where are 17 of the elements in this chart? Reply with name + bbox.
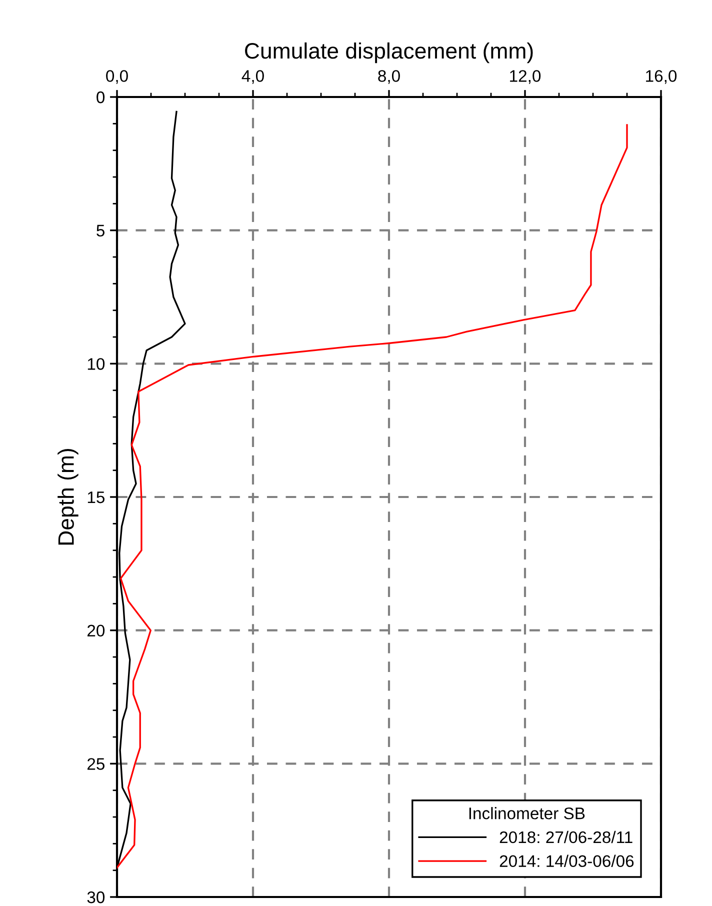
- x-tick-label: 8,0: [378, 70, 400, 84]
- x-tick-label: 12,0: [510, 70, 541, 84]
- y-tick-label: 5: [96, 224, 104, 237]
- y-axis-title: Depth (m): [58, 448, 78, 545]
- y-tick-label: 15: [88, 492, 104, 504]
- x-tick-label: 16,0: [646, 70, 677, 84]
- legend-label: 2018: 27/06-28/11: [500, 830, 632, 844]
- legend-title: Inclinometer SB: [469, 807, 585, 820]
- x-tick-label: 4,0: [242, 70, 264, 84]
- y-tick-label: 30: [87, 891, 105, 904]
- y-tick-label: 0: [96, 91, 105, 104]
- legend-label: 2014: 14/03-06/06: [500, 854, 634, 868]
- x-axis-title: Cumulate displacement (mm): [245, 42, 533, 64]
- x-tick-label: 0,0: [106, 70, 128, 84]
- y-tick-label: 25: [87, 758, 104, 770]
- y-tick-label: 10: [88, 358, 105, 370]
- y-tick-label: 20: [87, 624, 105, 637]
